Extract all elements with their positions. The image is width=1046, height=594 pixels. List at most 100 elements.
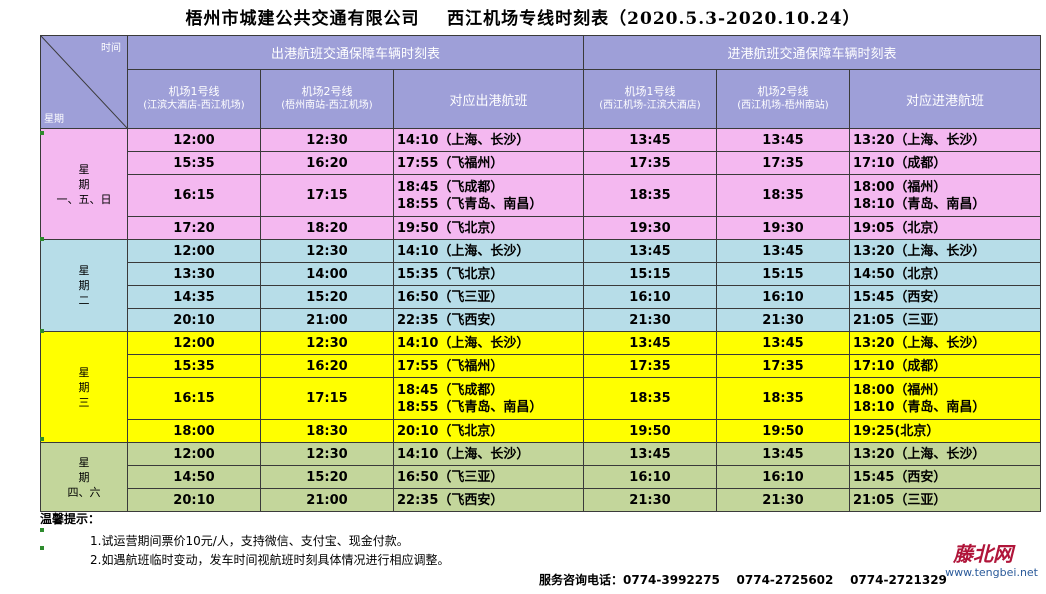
departure-time-cell: 16:20: [260, 151, 394, 175]
table-row: 星期二 12:00 12:30 14:10（上海、长沙） 13:45 13:45 13:20…: [40, 239, 1041, 332]
inbound-flight-cell: 18:00（福州） 18:10（青岛、南昌）: [849, 377, 1041, 420]
flight-text: 22:35（飞西安）: [397, 312, 504, 328]
outbound-flight-cell: 15:35（飞北京）: [393, 262, 584, 286]
flight-text: 18:45（飞成都）: [397, 179, 504, 195]
departure-time-cell: 12:00: [127, 442, 261, 466]
weekday-label: 星: [78, 455, 90, 469]
departure-time-cell: 14:50: [127, 465, 261, 489]
weekday-label: 二: [78, 294, 90, 307]
cell-marker-icon: [40, 528, 44, 532]
col-line-name: 机场1号线: [168, 85, 220, 98]
inbound-flight-cell: 13:20（上海、长沙）: [849, 128, 1041, 152]
return-time-cell: 21:30: [583, 308, 717, 332]
departure-time-cell: 13:30: [127, 262, 261, 286]
flight-text: 13:20（上海、长沙）: [853, 243, 986, 259]
departure-time-cell: 17:15: [260, 377, 394, 420]
return-time-cell: 21:30: [716, 308, 850, 332]
table-row: 星期三 12:00 12:30 14:10（上海、长沙） 13:45 13:45 13:20…: [40, 331, 1041, 443]
weekday-cell: 星期二: [40, 239, 128, 332]
col-header-in-flights: 对应进港航班: [849, 69, 1041, 129]
corner-header-cell: 时间 星期: [40, 35, 128, 129]
table-row: 17:20 18:20 19:50（飞北京） 19:30 19:30 19:05（北京）: [41, 216, 1041, 240]
table-row: 16:15 17:15 18:45（飞成都） 18:55（飞青岛、南昌） 18:35 18…: [41, 377, 1041, 420]
departure-time-cell: 14:35: [127, 285, 261, 309]
inbound-flight-cell: 15:45（西安）: [849, 465, 1041, 489]
flight-text: 21:05（三亚）: [853, 492, 947, 508]
watermark-name: 藤北网: [953, 542, 1013, 566]
cell-marker-icon: [40, 131, 44, 135]
return-time-cell: 19:30: [716, 216, 850, 240]
inbound-flight-cell: 13:20（上海、长沙）: [849, 331, 1041, 355]
table-row: 15:35 16:20 17:55（飞福州） 17:35 17:35 17:10（成都）: [41, 151, 1041, 175]
return-time-cell: 16:10: [716, 285, 850, 309]
table-row: 16:15 17:15 18:45（飞成都） 18:55（飞青岛、南昌） 18:35 18…: [41, 174, 1041, 217]
contact-phones: 服务咨询电话：0774-3992275 0774-2725602 0774-27…: [539, 573, 947, 587]
col-header-out-flights: 对应出港航班: [393, 69, 584, 129]
flight-text: 16:50（飞三亚）: [397, 469, 504, 485]
departure-time-cell: 16:15: [127, 377, 261, 420]
inbound-flight-cell: 13:20（上海、长沙）: [849, 239, 1041, 263]
corner-weekday-label: 星期: [44, 114, 64, 125]
col-header-out-line1: 机场1号线 (江滨大酒店-西江机场): [127, 69, 261, 129]
cell-marker-icon: [40, 237, 44, 241]
flight-text: 13:20（上海、长沙）: [853, 132, 986, 148]
flight-text: 17:10（成都）: [853, 155, 947, 171]
return-time-cell: 13:45: [583, 239, 717, 263]
inbound-flight-cell: 17:10（成都）: [849, 151, 1041, 175]
return-time-cell: 17:35: [716, 354, 850, 378]
inbound-flight-cell: 17:10（成都）: [849, 354, 1041, 378]
flight-text: 21:05（三亚）: [853, 312, 947, 328]
flight-text: 15:45（西安）: [853, 469, 947, 485]
inbound-flight-cell: 15:45（西安）: [849, 285, 1041, 309]
return-time-cell: 19:30: [583, 216, 717, 240]
schedule-table: 时间 星期 出港航班交通保障车辆时刻表 进港航班交通保障车辆时刻表 机场1号线 …: [40, 35, 1041, 512]
table-row: 星期一、五、日 12:00 12:30 14:10（上海、长沙） 13:45 13:45 1…: [40, 128, 1041, 240]
departure-time-cell: 12:30: [260, 331, 394, 355]
departure-time-cell: 15:35: [127, 354, 261, 378]
weekday-label: 期: [78, 279, 90, 292]
departure-time-cell: 12:00: [127, 239, 261, 263]
departure-time-cell: 21:00: [260, 488, 394, 512]
return-time-cell: 21:30: [716, 488, 850, 512]
departure-time-cell: 12:00: [127, 128, 261, 152]
weekday-label: 星: [78, 162, 90, 176]
departure-time-cell: 12:00: [127, 331, 261, 355]
flight-text: 14:10（上海、长沙）: [397, 335, 530, 351]
outbound-flight-cell: 17:55（飞福州）: [393, 151, 584, 175]
flight-text: 18:00（福州）: [853, 179, 947, 195]
table-row: 14:50 15:20 16:50（飞三亚） 16:10 16:10 15:45（西安）: [41, 465, 1041, 489]
outbound-flight-cell: 16:50（飞三亚）: [393, 465, 584, 489]
flight-text: 13:20（上海、长沙）: [853, 446, 986, 462]
flight-text: 16:50（飞三亚）: [397, 289, 504, 305]
flight-text: 14:10（上海、长沙）: [397, 243, 530, 259]
return-time-cell: 17:35: [583, 151, 717, 175]
return-time-cell: 21:30: [583, 488, 717, 512]
outbound-flight-cell: 14:10（上海、长沙）: [393, 128, 584, 152]
outbound-flight-cell: 14:10（上海、长沙）: [393, 331, 584, 355]
flight-text: 19:05（北京）: [853, 220, 947, 236]
flight-text: 15:35（飞北京）: [397, 266, 504, 282]
departure-time-cell: 20:10: [127, 308, 261, 332]
outbound-flight-cell: 18:45（飞成都） 18:55（飞青岛、南昌）: [393, 377, 584, 420]
return-time-cell: 17:35: [716, 151, 850, 175]
departure-time-cell: 16:15: [127, 174, 261, 217]
flight-text: 18:55（飞青岛、南昌）: [397, 196, 543, 212]
weekday-cell: 星期四、六: [40, 442, 128, 512]
return-time-cell: 13:45: [716, 331, 850, 355]
departure-time-cell: 12:30: [260, 239, 394, 263]
flight-text: 18:55（飞青岛、南昌）: [397, 399, 543, 415]
departure-time-cell: 15:20: [260, 465, 394, 489]
flight-text: 14:10（上海、长沙）: [397, 132, 530, 148]
col-route: (江滨大酒店-西江机场): [143, 100, 245, 111]
return-time-cell: 18:35: [583, 174, 717, 217]
outbound-flight-cell: 22:35（飞西安）: [393, 488, 584, 512]
return-time-cell: 13:45: [716, 128, 850, 152]
return-time-cell: 15:15: [583, 262, 717, 286]
flight-text: 13:20（上海、长沙）: [853, 335, 986, 351]
col-line-name: 机场2号线: [757, 85, 809, 98]
col-route: (西江机场-江滨大酒店): [599, 100, 701, 111]
col-header-in-line1: 机场1号线 (西江机场-江滨大酒店): [583, 69, 717, 129]
outbound-flight-cell: 17:55（飞福州）: [393, 354, 584, 378]
flight-text: 18:10（青岛、南昌）: [853, 196, 986, 212]
cell-marker-icon: [40, 437, 44, 441]
